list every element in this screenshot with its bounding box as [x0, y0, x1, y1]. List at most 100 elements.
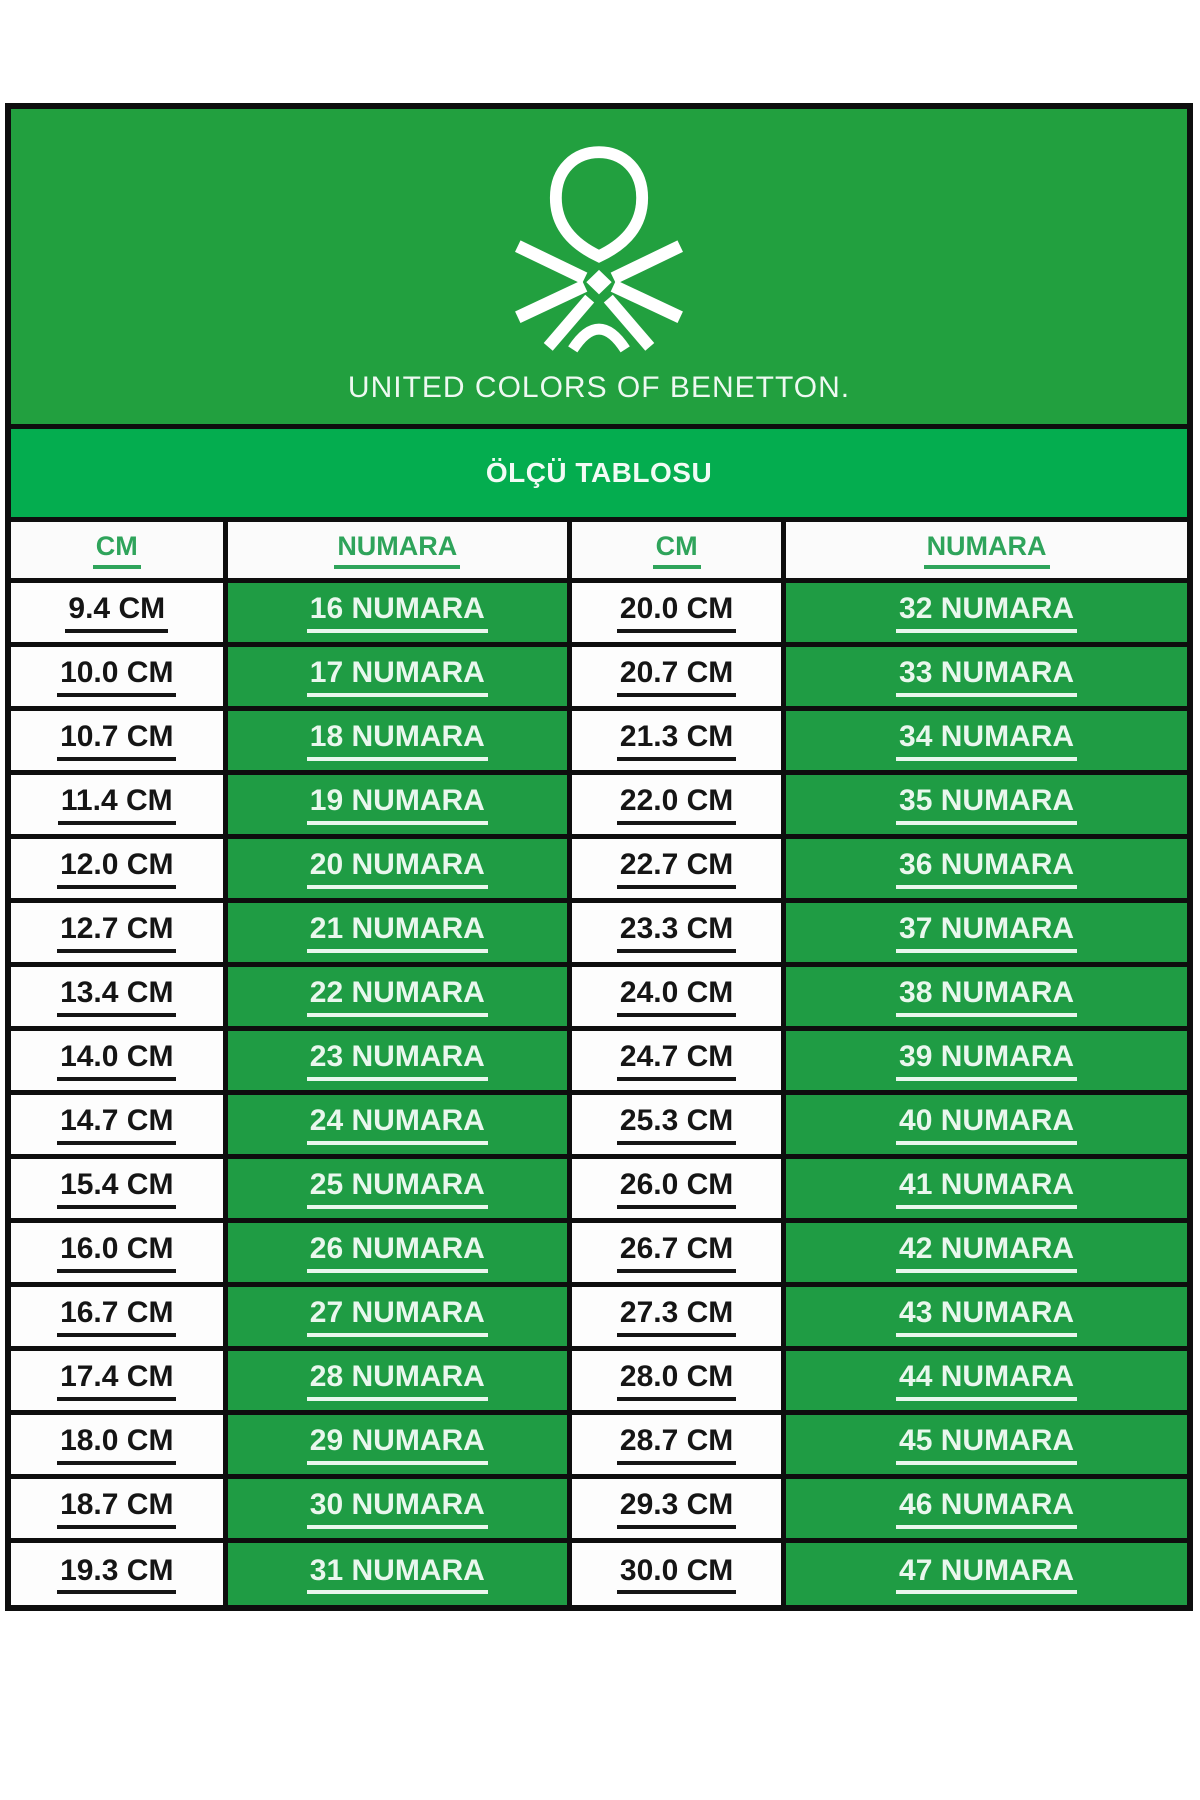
table-title-bar: ÖLÇÜ TABLOSU [11, 424, 1187, 517]
table-row: 11.4 CM 19 NUMARA 22.0 CM 35 NUMARA [11, 770, 1187, 839]
cm-cell: 30.0 CM [567, 1538, 787, 1605]
cell-value: 23 NUMARA [306, 1041, 488, 1081]
numara-cell: 38 NUMARA [781, 962, 1187, 1031]
cell-value: 14.0 CM [57, 1041, 177, 1081]
cm-cell: 14.0 CM [11, 1026, 228, 1095]
cm-cell: 20.0 CM [567, 578, 787, 647]
table-row: 16.0 CM 26 NUMARA 26.7 CM 42 NUMARA [11, 1218, 1187, 1287]
cell-value: 12.0 CM [57, 849, 177, 889]
cell-value: 43 NUMARA [896, 1297, 1078, 1337]
cm-cell: 27.3 CM [567, 1282, 787, 1351]
cm-cell: 18.0 CM [11, 1410, 228, 1479]
cell-value: 17.4 CM [57, 1361, 177, 1401]
header-label: CM [92, 532, 141, 569]
numara-cell: 19 NUMARA [222, 770, 573, 839]
numara-cell: 35 NUMARA [781, 770, 1187, 839]
cell-value: 27 NUMARA [306, 1297, 488, 1337]
cm-cell: 10.0 CM [11, 642, 228, 711]
cell-value: 21.3 CM [616, 721, 737, 761]
numara-cell: 25 NUMARA [222, 1154, 573, 1223]
benetton-knot-logo-icon [515, 145, 683, 353]
numara-cell: 22 NUMARA [222, 962, 573, 1031]
cell-value: 26 NUMARA [306, 1233, 488, 1273]
numara-cell: 47 NUMARA [781, 1538, 1187, 1605]
cell-value: 11.4 CM [57, 785, 176, 825]
cm-cell: 22.7 CM [567, 834, 787, 903]
numara-cell: 28 NUMARA [222, 1346, 573, 1415]
cell-value: 29.3 CM [616, 1489, 737, 1529]
cm-cell: 16.7 CM [11, 1282, 228, 1351]
cm-cell: 25.3 CM [567, 1090, 787, 1159]
numara-cell: 17 NUMARA [222, 642, 573, 711]
cell-value: 26.7 CM [616, 1233, 737, 1273]
cell-value: 38 NUMARA [896, 977, 1078, 1017]
cell-value: 41 NUMARA [896, 1169, 1078, 1209]
cell-value: 34 NUMARA [896, 721, 1078, 761]
numara-cell: 46 NUMARA [781, 1474, 1187, 1543]
header-label: CM [652, 532, 701, 569]
numara-cell: 32 NUMARA [781, 578, 1187, 647]
column-header-numara: NUMARA [222, 517, 573, 583]
cell-value: 24.0 CM [616, 977, 737, 1017]
numara-cell: 24 NUMARA [222, 1090, 573, 1159]
cm-cell: 11.4 CM [11, 770, 228, 839]
table-title: ÖLÇÜ TABLOSU [485, 457, 713, 488]
column-header-cm: CM [11, 517, 228, 583]
cell-value: 28.0 CM [616, 1361, 737, 1401]
size-chart-sheet: UNITED COLORS OF BENETTON. ÖLÇÜ TABLOSU … [5, 103, 1193, 1611]
table-row: 12.0 CM 20 NUMARA 22.7 CM 36 NUMARA [11, 834, 1187, 903]
table-row: 18.7 CM 30 NUMARA 29.3 CM 46 NUMARA [11, 1474, 1187, 1543]
table-row: 15.4 CM 25 NUMARA 26.0 CM 41 NUMARA [11, 1154, 1187, 1223]
cell-value: 16.7 CM [57, 1297, 177, 1337]
numara-cell: 26 NUMARA [222, 1218, 573, 1287]
cell-value: 37 NUMARA [896, 913, 1078, 953]
cm-cell: 10.7 CM [11, 706, 228, 775]
cell-value: 20.0 CM [616, 593, 737, 633]
cm-cell: 14.7 CM [11, 1090, 228, 1159]
cell-value: 18.0 CM [57, 1425, 177, 1465]
cell-value: 25.3 CM [616, 1105, 737, 1145]
cell-value: 10.7 CM [57, 721, 177, 761]
cm-cell: 28.0 CM [567, 1346, 787, 1415]
cm-cell: 16.0 CM [11, 1218, 228, 1287]
cell-value: 15.4 CM [57, 1169, 177, 1209]
numara-cell: 36 NUMARA [781, 834, 1187, 903]
size-table-body: 9.4 CM 16 NUMARA 20.0 CM 32 NUMARA 10.0 CM 17… [11, 578, 1187, 1605]
cell-value: 22 NUMARA [306, 977, 488, 1017]
cell-value: 45 NUMARA [896, 1425, 1078, 1465]
numara-cell: 45 NUMARA [781, 1410, 1187, 1479]
numara-cell: 30 NUMARA [222, 1474, 573, 1543]
table-row: 18.0 CM 29 NUMARA 28.7 CM 45 NUMARA [11, 1410, 1187, 1479]
cm-cell: 12.0 CM [11, 834, 228, 903]
cell-value: 16.0 CM [57, 1233, 177, 1273]
numara-cell: 27 NUMARA [222, 1282, 573, 1351]
table-row: 12.7 CM 21 NUMARA 23.3 CM 37 NUMARA [11, 898, 1187, 967]
cm-cell: 12.7 CM [11, 898, 228, 967]
cell-value: 27.3 CM [616, 1297, 737, 1337]
table-row: 9.4 CM 16 NUMARA 20.0 CM 32 NUMARA [11, 578, 1187, 647]
table-row: 13.4 CM 22 NUMARA 24.0 CM 38 NUMARA [11, 962, 1187, 1031]
numara-cell: 43 NUMARA [781, 1282, 1187, 1351]
brand-wordmark: UNITED COLORS OF BENETTON. [347, 370, 851, 404]
cell-value: 44 NUMARA [896, 1361, 1078, 1401]
cell-value: 39 NUMARA [896, 1041, 1078, 1081]
cell-value: 26.0 CM [616, 1169, 737, 1209]
table-row: 14.7 CM 24 NUMARA 25.3 CM 40 NUMARA [11, 1090, 1187, 1159]
cm-cell: 13.4 CM [11, 962, 228, 1031]
cell-value: 23.3 CM [616, 913, 737, 953]
cell-value: 29 NUMARA [306, 1425, 488, 1465]
size-table-head: CM NUMARA CM NUMARA [11, 517, 1187, 583]
cell-value: 30.0 CM [616, 1554, 737, 1594]
numara-cell: 20 NUMARA [222, 834, 573, 903]
cm-cell: 18.7 CM [11, 1474, 228, 1543]
numara-cell: 42 NUMARA [781, 1218, 1187, 1287]
table-row: 17.4 CM 28 NUMARA 28.0 CM 44 NUMARA [11, 1346, 1187, 1415]
cell-value: 35 NUMARA [896, 785, 1078, 825]
cell-value: 22.7 CM [616, 849, 737, 889]
cm-cell: 17.4 CM [11, 1346, 228, 1415]
numara-cell: 37 NUMARA [781, 898, 1187, 967]
cell-value: 28 NUMARA [306, 1361, 488, 1401]
table-row: 14.0 CM 23 NUMARA 24.7 CM 39 NUMARA [11, 1026, 1187, 1095]
table-row: 10.0 CM 17 NUMARA 20.7 CM 33 NUMARA [11, 642, 1187, 711]
brand-banner: UNITED COLORS OF BENETTON. [11, 109, 1187, 424]
